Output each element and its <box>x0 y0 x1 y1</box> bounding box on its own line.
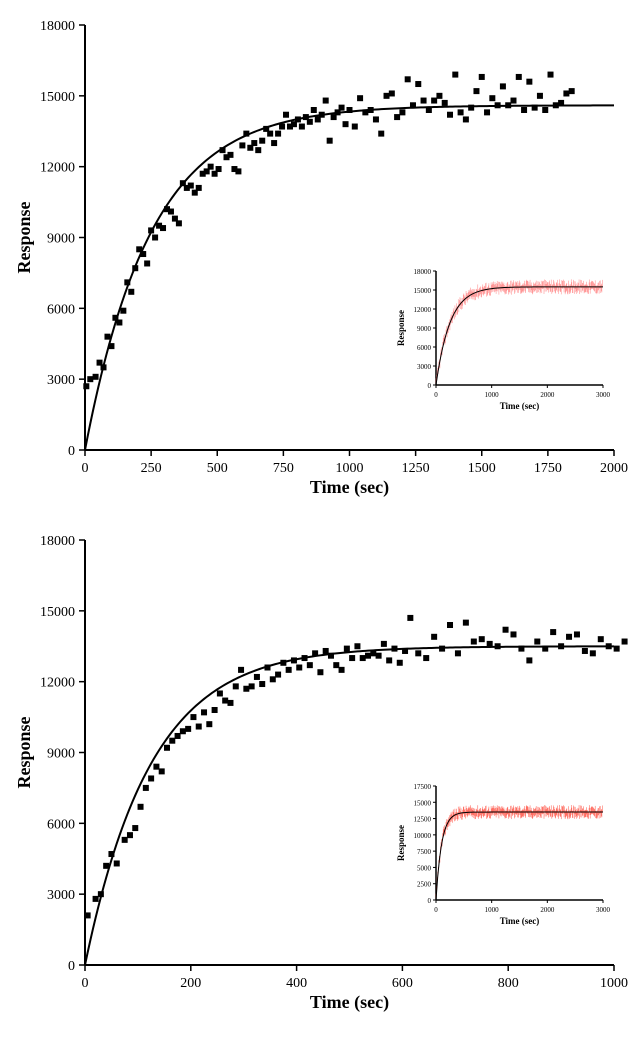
svg-text:0: 0 <box>82 976 89 991</box>
svg-text:18000: 18000 <box>40 19 75 34</box>
y-axis-label: Response <box>14 201 34 273</box>
svg-text:18000: 18000 <box>40 534 75 549</box>
svg-text:3000: 3000 <box>596 906 611 914</box>
svg-text:9000: 9000 <box>47 747 75 762</box>
svg-text:5000: 5000 <box>417 864 432 872</box>
svg-text:400: 400 <box>286 976 307 991</box>
svg-text:600: 600 <box>392 976 413 991</box>
svg-text:3000: 3000 <box>47 888 75 903</box>
svg-text:2500: 2500 <box>417 881 432 889</box>
x-axis-label: Time (sec) <box>310 477 389 498</box>
svg-text:6000: 6000 <box>47 302 75 317</box>
svg-text:1000: 1000 <box>485 906 500 914</box>
svg-text:12000: 12000 <box>40 676 75 691</box>
svg-text:9000: 9000 <box>47 232 75 247</box>
svg-text:6000: 6000 <box>47 817 75 832</box>
top-chart: 0 250 500 750 1000 1250 1500 1750 2000 0 3000 6000 9… <box>10 10 629 505</box>
svg-text:1250: 1250 <box>402 461 430 476</box>
svg-text:Time (sec): Time (sec) <box>500 401 540 411</box>
svg-text:Response: Response <box>396 825 406 861</box>
svg-text:1500: 1500 <box>468 461 496 476</box>
svg-text:1000: 1000 <box>600 976 628 991</box>
svg-text:Response: Response <box>396 310 406 346</box>
svg-text:2000: 2000 <box>600 461 628 476</box>
svg-text:3000: 3000 <box>47 373 75 388</box>
svg-text:200: 200 <box>180 976 201 991</box>
svg-text:18000: 18000 <box>414 268 432 276</box>
svg-text:1000: 1000 <box>485 391 500 399</box>
svg-text:12000: 12000 <box>414 306 432 314</box>
svg-text:1750: 1750 <box>534 461 562 476</box>
svg-text:0: 0 <box>68 444 75 459</box>
svg-text:6000: 6000 <box>417 344 432 352</box>
svg-text:2000: 2000 <box>540 906 555 914</box>
svg-text:15000: 15000 <box>40 90 75 105</box>
svg-text:500: 500 <box>207 461 228 476</box>
bottom-chart: 0200400600800100003000600090001200015000… <box>10 525 629 1020</box>
svg-text:10000: 10000 <box>414 832 432 840</box>
svg-text:1000: 1000 <box>336 461 364 476</box>
svg-text:9000: 9000 <box>417 325 432 333</box>
x-axis-label: Time (sec) <box>310 992 389 1013</box>
svg-text:0: 0 <box>434 906 438 914</box>
svg-text:0: 0 <box>82 461 89 476</box>
svg-text:15000: 15000 <box>40 605 75 620</box>
svg-text:7500: 7500 <box>417 848 432 856</box>
svg-text:12500: 12500 <box>414 816 432 824</box>
svg-text:15000: 15000 <box>414 799 432 807</box>
svg-text:800: 800 <box>498 976 519 991</box>
svg-text:3000: 3000 <box>596 391 611 399</box>
y-axis-label: Response <box>14 716 34 788</box>
svg-text:2000: 2000 <box>540 391 555 399</box>
svg-text:0: 0 <box>428 897 432 905</box>
svg-text:12000: 12000 <box>40 161 75 176</box>
svg-text:17500: 17500 <box>414 783 432 791</box>
svg-text:0: 0 <box>434 391 438 399</box>
svg-text:0: 0 <box>68 959 75 974</box>
svg-text:Time (sec): Time (sec) <box>500 916 540 926</box>
svg-text:3000: 3000 <box>417 363 432 371</box>
svg-text:0: 0 <box>428 382 432 390</box>
svg-text:15000: 15000 <box>414 287 432 295</box>
svg-text:750: 750 <box>273 461 294 476</box>
svg-text:250: 250 <box>141 461 162 476</box>
